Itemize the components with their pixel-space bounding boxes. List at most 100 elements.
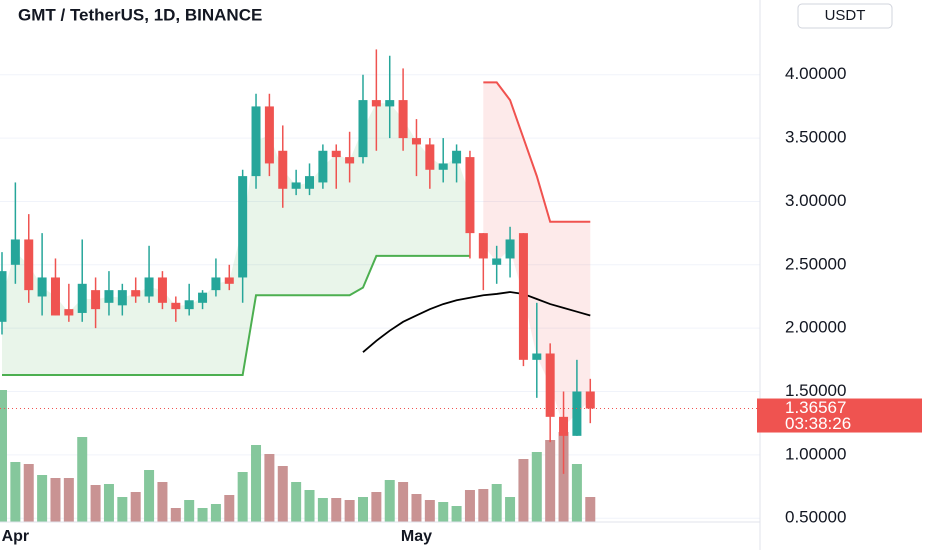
- candle-body: [104, 290, 114, 303]
- candle-body: [131, 290, 141, 297]
- candle-body: [585, 391, 595, 409]
- candle-body: [532, 353, 542, 360]
- candle-body: [224, 277, 234, 284]
- candle-body: [411, 138, 421, 145]
- x-tick-label: May: [401, 528, 432, 545]
- candle-body: [425, 144, 435, 170]
- volume-bar: [585, 497, 596, 522]
- candle-body: [64, 309, 74, 316]
- volume-bar: [384, 480, 395, 522]
- candle-body: [572, 391, 582, 436]
- candle-body: [398, 100, 408, 139]
- volume-bar: [157, 482, 168, 522]
- volume-bar: [438, 502, 449, 522]
- chart-title: GMT / TetherUS, 1D, BINANCE: [18, 5, 262, 24]
- y-tick-label: 2.00000: [785, 318, 846, 337]
- candle-body: [144, 277, 154, 297]
- volume-bar: [251, 445, 262, 522]
- candle-body: [518, 233, 528, 360]
- candle-body: [345, 157, 355, 164]
- volume-bar: [103, 484, 114, 522]
- candle-body: [492, 258, 502, 265]
- candle-body: [157, 277, 167, 303]
- candle-body: [331, 150, 341, 158]
- volume-bar: [491, 484, 502, 522]
- volume-bar: [210, 504, 221, 522]
- y-tick-label: 0.50000: [785, 508, 846, 527]
- volume-bar: [291, 482, 302, 522]
- volume-bar: [518, 459, 529, 522]
- y-tick-label: 3.00000: [785, 191, 846, 210]
- candle-body: [184, 300, 194, 310]
- volume-bar: [10, 462, 21, 522]
- candle-body: [10, 239, 20, 265]
- candle-body: [37, 277, 47, 297]
- volume-bar: [37, 475, 48, 522]
- volume-bar: [264, 454, 275, 522]
- candle-body: [291, 182, 301, 189]
- volume-bar: [63, 478, 74, 522]
- candle-body: [211, 277, 221, 291]
- volume-bar: [424, 500, 435, 522]
- trend-fill: [2, 103, 470, 376]
- volume-bar: [237, 472, 248, 522]
- candle-body: [371, 100, 381, 107]
- candle-body: [318, 150, 328, 183]
- volume-bar: [344, 500, 355, 522]
- volume-bar: [571, 464, 582, 522]
- candle-body: [452, 150, 462, 164]
- candle-body: [385, 100, 395, 107]
- volume-bar: [464, 490, 475, 522]
- candle-body: [117, 290, 127, 306]
- volume-bar: [317, 498, 328, 522]
- candle-body: [171, 302, 181, 310]
- volume-bar: [277, 466, 288, 522]
- volume-bar: [411, 494, 422, 522]
- volume-bar: [77, 437, 88, 522]
- volume-bar: [50, 478, 61, 522]
- volume-bar: [117, 497, 128, 522]
- candle-body: [358, 100, 368, 158]
- volume-bar: [558, 432, 569, 522]
- volume-bar: [357, 497, 368, 522]
- candle-body: [264, 106, 274, 164]
- candle-body: [305, 176, 315, 189]
- candle-body: [278, 150, 288, 189]
- volume-bar: [304, 490, 315, 522]
- y-tick-label: 2.50000: [785, 254, 846, 273]
- volume-bar: [197, 508, 208, 522]
- volume-bar: [545, 440, 556, 522]
- price-axis: 0.50000 1.00000 1.50000 2.00000 2.50000 3.000…: [785, 64, 846, 526]
- volume-bar: [505, 497, 516, 522]
- candle-body: [0, 271, 7, 322]
- y-tick-label: 4.00000: [785, 64, 846, 83]
- candle-body: [24, 239, 34, 291]
- candle-body: [559, 416, 569, 436]
- y-tick-label: 3.50000: [785, 128, 846, 147]
- currency-label[interactable]: USDT: [825, 7, 866, 24]
- last-price-label: 1.36567: [785, 398, 846, 417]
- volume-bar: [144, 470, 155, 522]
- countdown-label: 03:38:26: [785, 414, 851, 433]
- volume-bar: [0, 390, 7, 522]
- candle-body: [438, 163, 448, 170]
- currency-badge[interactable]: [797, 3, 893, 29]
- volume-bar: [398, 482, 409, 522]
- candle-body: [198, 292, 208, 303]
- volume-bar: [23, 464, 34, 522]
- volume-bar: [130, 492, 141, 522]
- y-tick-label: 1.50000: [785, 381, 846, 400]
- candle-body: [77, 283, 87, 313]
- volume-bar: [531, 452, 542, 522]
- supertrend-line: [2, 254, 470, 377]
- trend-fill: [483, 82, 591, 427]
- y-tick-label: 1.00000: [785, 444, 846, 463]
- volume-bar: [170, 508, 181, 522]
- candle-body: [91, 290, 101, 310]
- plot: [0, 49, 760, 522]
- candle-body: [505, 239, 515, 259]
- volume-bar: [451, 506, 462, 522]
